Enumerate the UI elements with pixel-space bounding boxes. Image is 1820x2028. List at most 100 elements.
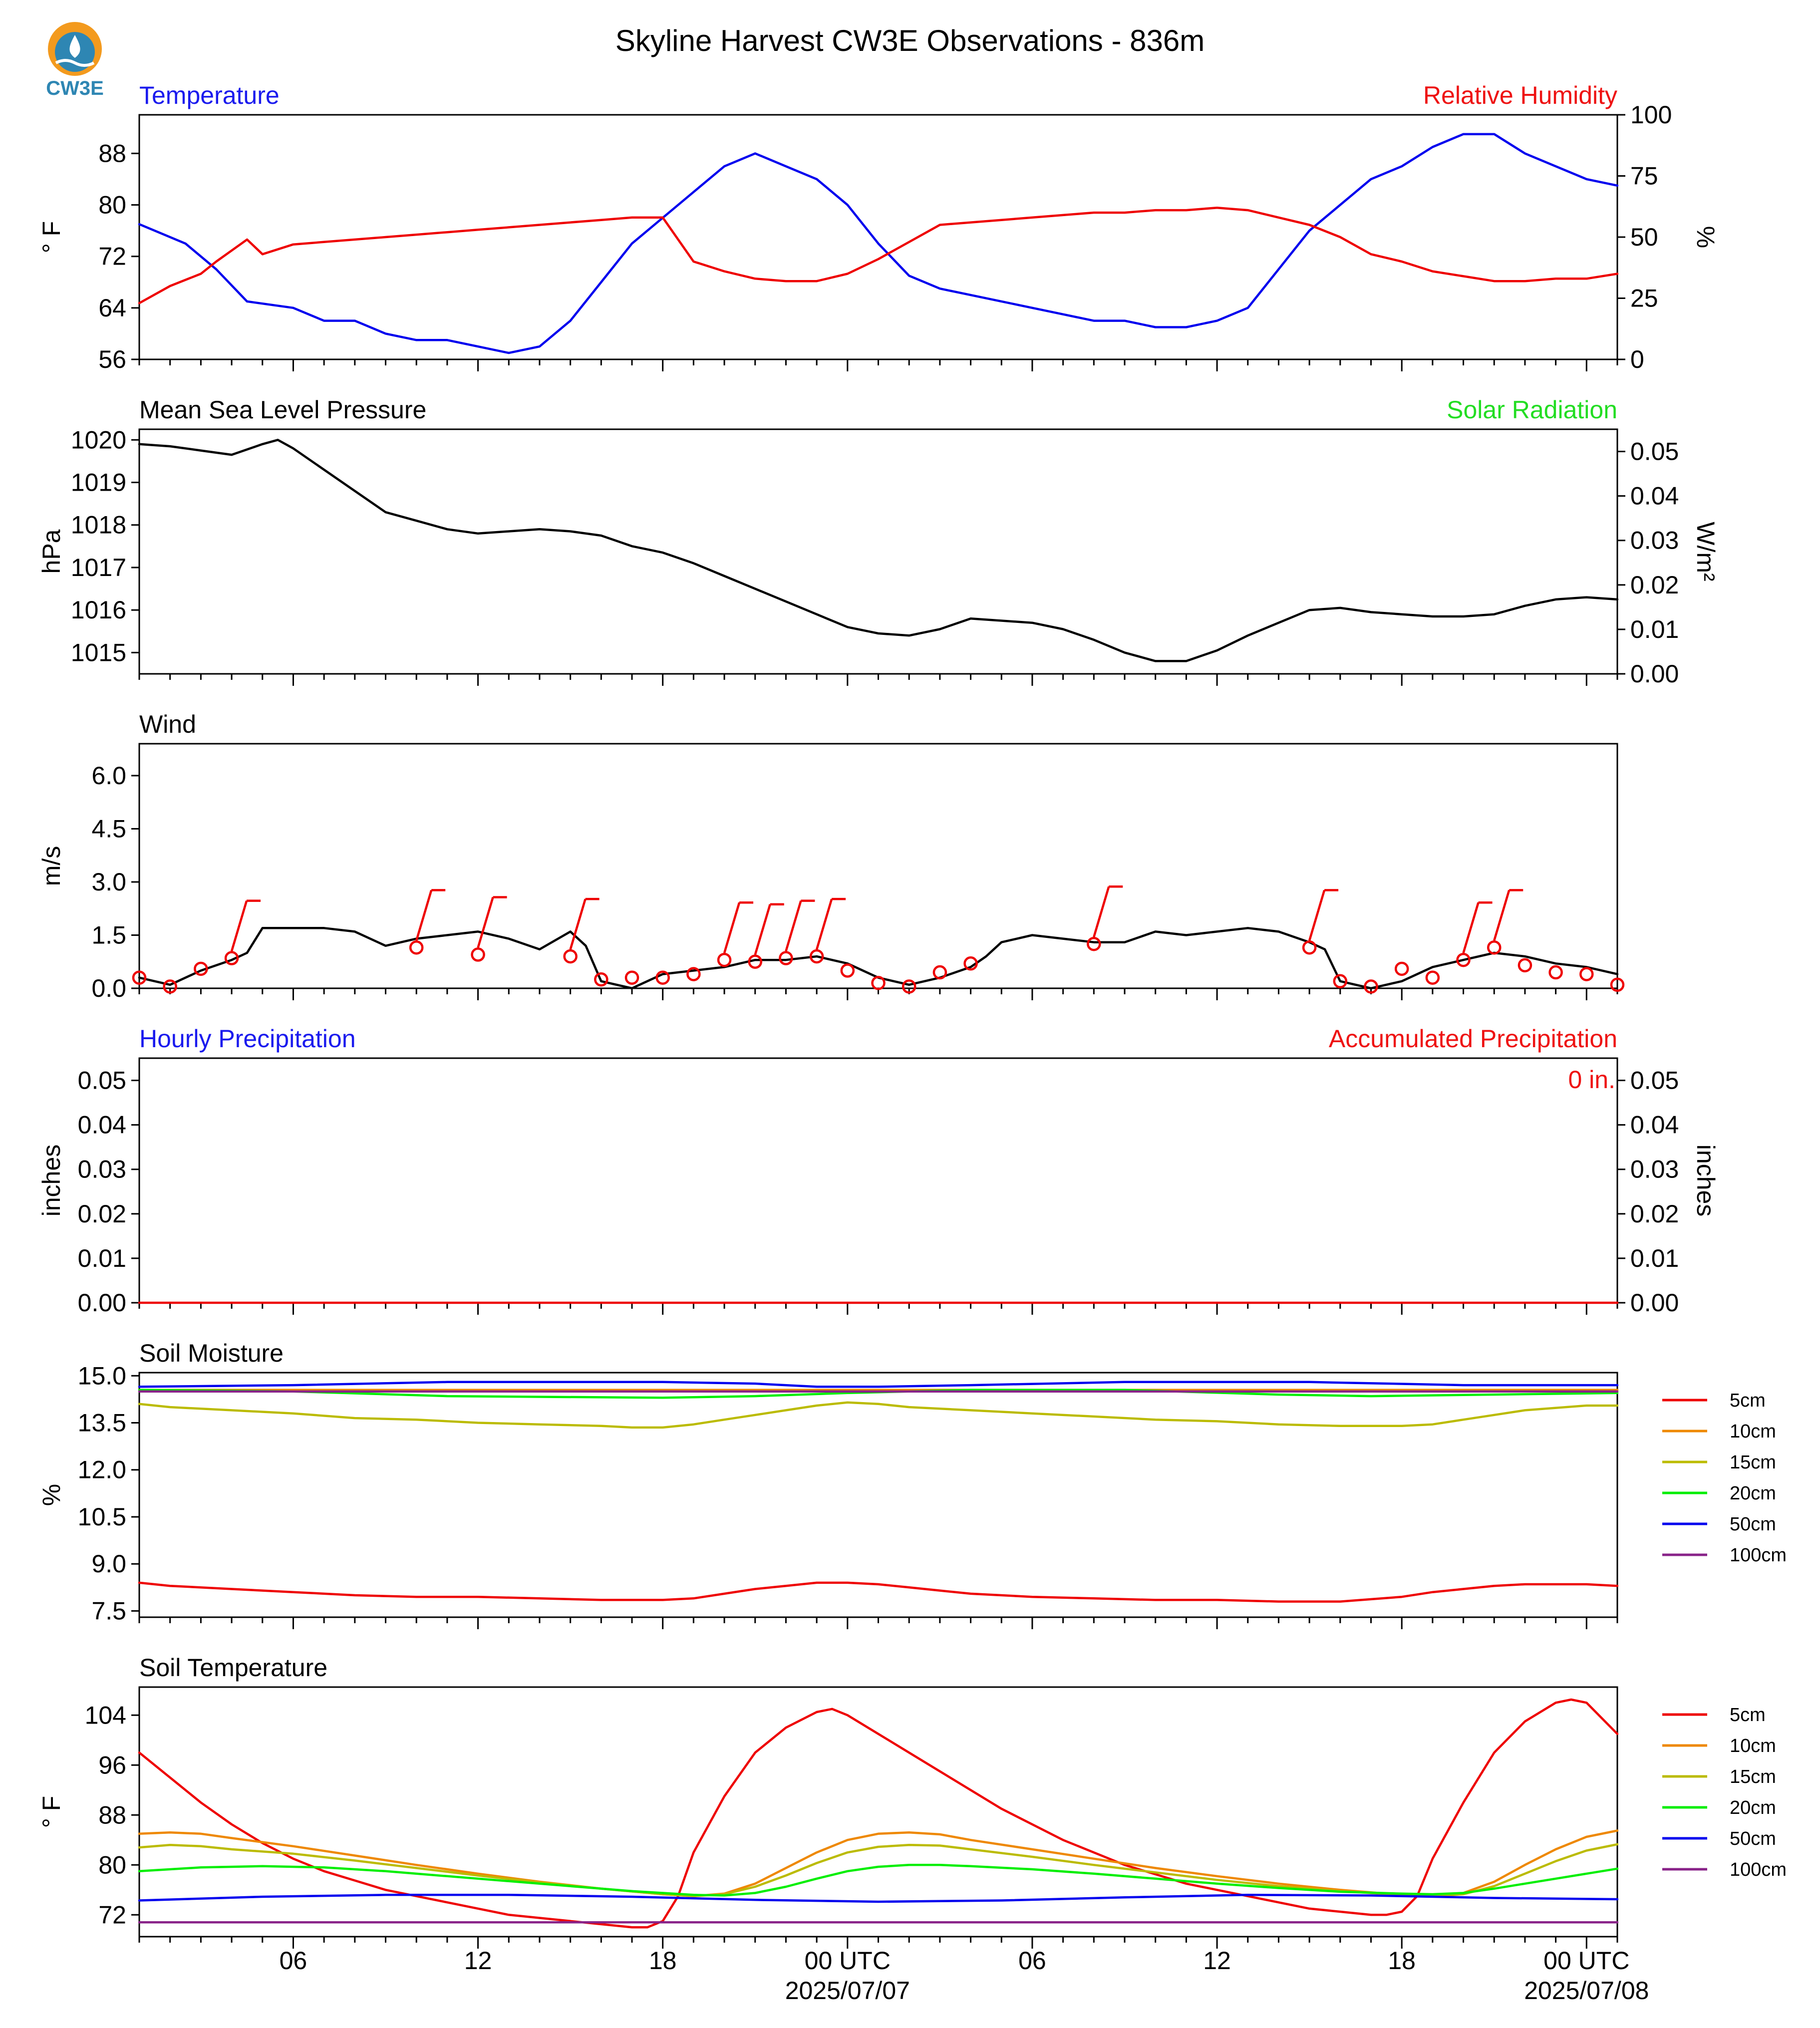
legend-label: 5cm (1730, 1390, 1766, 1411)
wind-obs-marker (902, 979, 916, 994)
panel-tempHumidity: Temperature Relative Humidity 56 64 72 80 88 ° … (37, 81, 1720, 373)
y-left-tick-label: 1018 (71, 511, 126, 539)
wind-obs-marker (686, 967, 701, 981)
wind-obs-markers (132, 885, 1625, 994)
wind-obs-marker (779, 951, 793, 965)
plot-frame (138, 428, 1618, 675)
y-left-tick-label: 0.0 (91, 974, 126, 1002)
y-right-tick-label: 0.04 (1630, 482, 1679, 510)
y-left-tick-label: 0.03 (78, 1156, 126, 1183)
y-right-tick-label: 25 (1630, 285, 1658, 312)
y-left-tick-label: 4.5 (91, 815, 126, 843)
wind-obs-marker (1579, 967, 1594, 981)
plot-frame (138, 1372, 1618, 1618)
y-left-tick-label: 9.0 (91, 1550, 126, 1578)
series-line-5cm (138, 1581, 1619, 1603)
legend-label: 5cm (1730, 1705, 1766, 1726)
panel-title-left: Mean Sea Level Pressure (139, 396, 426, 424)
y-right-tick-label: 0.02 (1630, 1200, 1679, 1228)
wind-barb-staff (1093, 886, 1110, 937)
series-line-mean-sea-level-pressure (138, 439, 1619, 662)
x-tick-label: 06 (1018, 1947, 1046, 1975)
y-right-tick-label: 0.05 (1630, 438, 1679, 466)
panel-pressure: Mean Sea Level Pressure Solar Radiation 10… (37, 396, 1720, 688)
wind-obs-marker (1364, 979, 1378, 994)
y-right-tick-label: 50 (1630, 223, 1658, 251)
y-left-tick-label: 88 (98, 139, 126, 167)
legend-label: 20cm (1730, 1483, 1776, 1504)
y-left-tick-label: 1016 (71, 596, 126, 624)
y-left-axis-label: inches (37, 1145, 65, 1217)
y-left-tick-label: 1020 (71, 426, 126, 454)
y-right-tick-label: 0.04 (1630, 1111, 1679, 1139)
y-left-tick-label: 3.0 (91, 868, 126, 896)
wind-obs-marker (932, 965, 947, 980)
y-right-axis-label: inches (1692, 1145, 1720, 1217)
x-date-label: 2025/07/07 (785, 1977, 910, 2005)
chart-panels: Temperature Relative Humidity 56 64 72 80 88 ° … (37, 81, 1787, 1949)
legend: 5cm 10cm 15cm 20cm 50cm 100cm (1662, 1705, 1787, 1880)
wind-obs-marker (871, 976, 886, 990)
wind-barb-staff (1493, 889, 1511, 941)
logo-wave-icon (55, 59, 95, 67)
y-right-tick-label: 100 (1630, 101, 1672, 129)
y-right-tick-label: 0.00 (1630, 660, 1679, 688)
wind-barb-staff (569, 898, 587, 950)
series-line-10cm (138, 1829, 1619, 1898)
figure-title: Skyline Harvest CW3E Observations - 836m (615, 24, 1205, 57)
wind-obs-marker (1087, 936, 1101, 951)
y-left-tick-label: 1.5 (91, 921, 126, 949)
y-right-tick-label: 0.01 (1630, 615, 1679, 643)
x-date-label: 2025/07/08 (1524, 1977, 1649, 2005)
series-line-15cm (138, 1401, 1619, 1429)
y-left-tick-label: 0.02 (78, 1200, 126, 1228)
y-left-tick-label: 64 (98, 294, 126, 322)
panel-soilMoisture: Soil Moisture 7.5 9.0 10.5 12.0 13.5 15.0% 5cm 1… (37, 1339, 1787, 1629)
series-line-15cm (138, 1843, 1619, 1898)
wind-obs-marker (594, 972, 608, 987)
y-left-axis-label: hPa (37, 529, 65, 574)
wind-obs-marker (163, 979, 177, 994)
plot-frame (138, 743, 1618, 989)
y-left-tick-label: 80 (98, 1851, 126, 1879)
y-left-axis-label: ° F (37, 1796, 65, 1828)
y-right-tick-label: 0.02 (1630, 571, 1679, 599)
y-right-axis-label: % (1692, 226, 1720, 248)
y-right-tick-label: 0 (1630, 345, 1644, 373)
wind-obs-marker (224, 951, 239, 965)
wind-obs-marker (1302, 940, 1317, 955)
wind-obs-marker (840, 963, 855, 978)
y-right-tick-label: 0.01 (1630, 1244, 1679, 1272)
panel-title-right: Accumulated Precipitation (1329, 1025, 1617, 1053)
panel-soilTemp: Soil Temperature 72 80 88 96 104 ° F 5cm 10cm 15c… (37, 1654, 1787, 1949)
plot-frame (138, 1686, 1618, 1938)
wind-obs-marker (1487, 940, 1502, 955)
y-left-tick-label: 104 (85, 1701, 126, 1729)
wind-barb-staff (1462, 902, 1480, 953)
series-line-5cm (138, 1698, 1619, 1929)
wind-obs-marker (563, 949, 578, 964)
cw3e-logo: CW3E (46, 22, 104, 99)
logo-text: CW3E (46, 77, 104, 99)
wind-obs-marker (409, 940, 424, 955)
x-tick-label: 12 (464, 1947, 492, 1975)
series-line-50cm (138, 1381, 1619, 1388)
series-line-wind-speed (138, 927, 1619, 990)
y-right-tick-label: 0.03 (1630, 527, 1679, 555)
wind-barb-staff (415, 889, 433, 941)
wind-barb-staff (230, 900, 248, 952)
series-line-50cm (138, 1894, 1619, 1903)
plot-frame (138, 1057, 1618, 1304)
y-left-tick-label: 1017 (71, 554, 126, 581)
y-left-tick-label: 13.5 (78, 1409, 126, 1437)
wind-barb-staff (1308, 889, 1326, 941)
y-left-tick-label: 1019 (71, 469, 126, 497)
y-left-axis-label: % (37, 1484, 65, 1506)
wind-obs-marker (194, 961, 208, 976)
wind-barb-staff (815, 898, 833, 950)
y-left-tick-label: 72 (98, 1901, 126, 1929)
panel-title-left: Temperature (139, 81, 280, 109)
y-right-tick-label: 0.03 (1630, 1156, 1679, 1183)
legend: 5cm 10cm 15cm 20cm 50cm 100cm (1662, 1390, 1787, 1566)
